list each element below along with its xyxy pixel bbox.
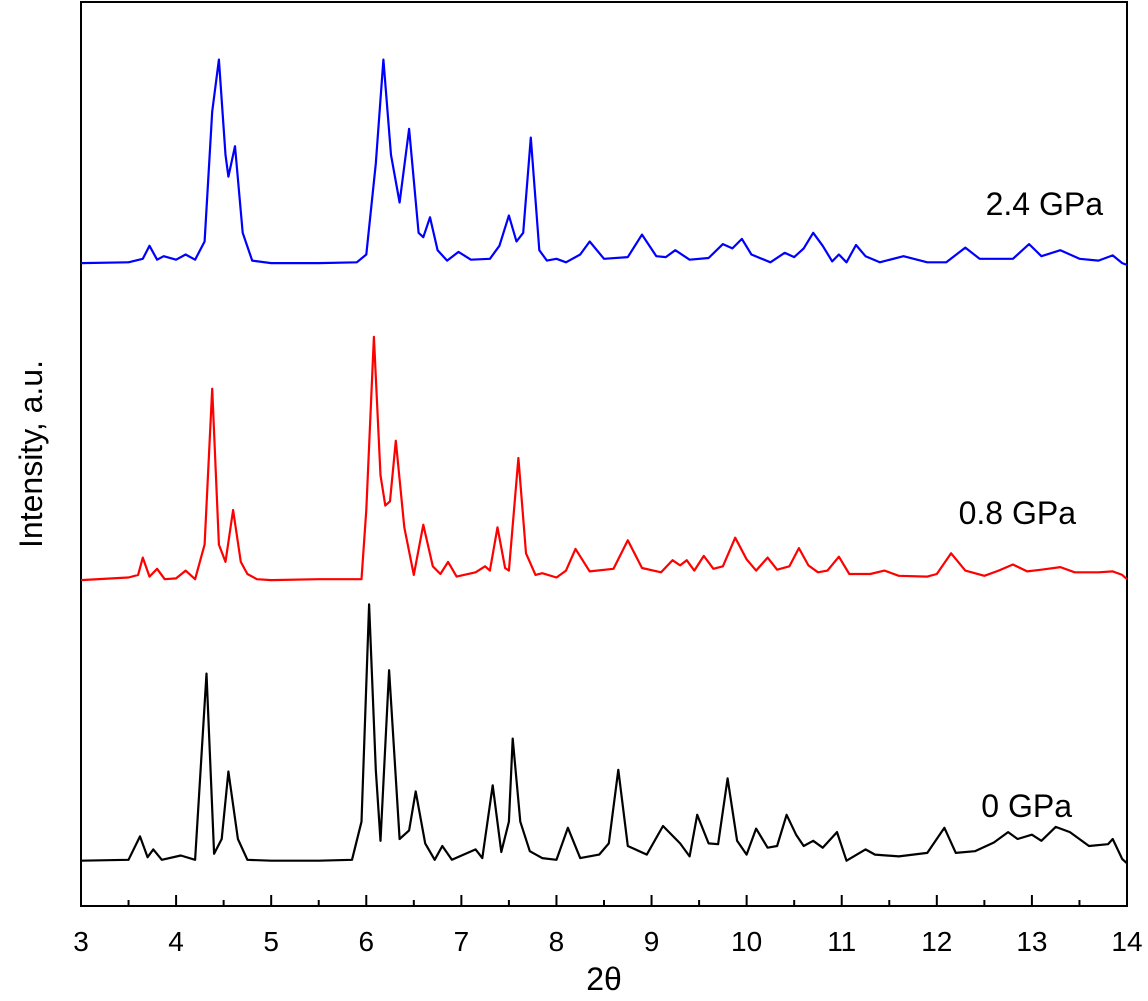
x-tick-label: 5 bbox=[263, 926, 279, 957]
plot-frame bbox=[80, 1, 1128, 907]
series-line-0-8-gpa bbox=[80, 335, 1128, 582]
x-tick-label: 10 bbox=[731, 926, 762, 957]
series-labels: 0 GPa 0.8 GPa 2.4 GPa bbox=[959, 186, 1104, 824]
x-tick-label: 14 bbox=[1111, 926, 1142, 957]
x-tick-label: 12 bbox=[921, 926, 952, 957]
series-layer bbox=[80, 58, 1128, 865]
x-tick-label: 4 bbox=[168, 926, 184, 957]
x-tick-label: 9 bbox=[644, 926, 660, 957]
x-tick-label: 3 bbox=[73, 926, 89, 957]
x-axis: 3 4 5 6 7 8 9 10 11 12 13 14 bbox=[73, 895, 1143, 957]
x-tick-label: 11 bbox=[827, 926, 856, 957]
series-label: 0 GPa bbox=[981, 788, 1072, 824]
y-axis-title: Intensity, a.u. bbox=[13, 360, 49, 548]
series-label: 0.8 GPa bbox=[959, 495, 1077, 531]
x-tick-label: 7 bbox=[454, 926, 470, 957]
x-tick-label: 6 bbox=[358, 926, 374, 957]
series-line-0-gpa bbox=[80, 603, 1128, 865]
series-line-2-4-gpa bbox=[80, 58, 1128, 266]
x-tick-label: 13 bbox=[1016, 926, 1047, 957]
series-label: 2.4 GPa bbox=[986, 186, 1104, 222]
x-tick-label: 8 bbox=[549, 926, 565, 957]
x-axis-title: 2θ bbox=[586, 961, 622, 997]
